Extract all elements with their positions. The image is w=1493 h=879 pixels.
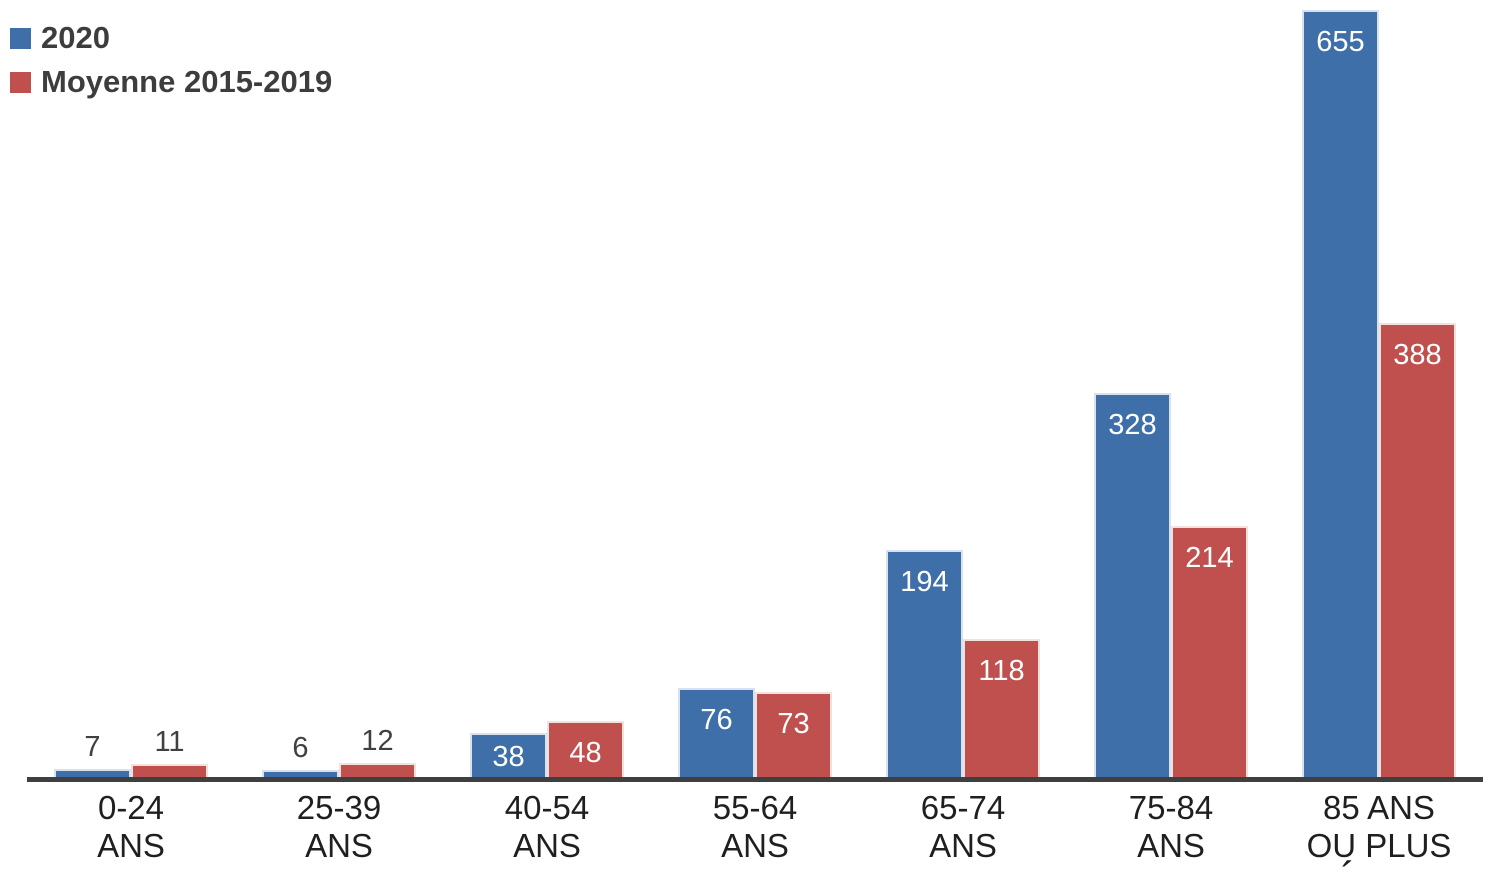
bar-2020-65-74-ans: 194 bbox=[886, 550, 963, 777]
bar-2020-0-24-ans: 7 bbox=[54, 733, 131, 777]
legend-item-2020: 2020 bbox=[10, 16, 332, 60]
bar-2020-55-64-ans: 76 bbox=[678, 688, 755, 777]
category-label: 65-74 ANS bbox=[859, 789, 1067, 865]
category-label-line: ANS bbox=[305, 827, 373, 864]
data-label: 38 bbox=[492, 741, 525, 773]
category-group-0-24-ans: 7 11 0-24 ANS bbox=[27, 0, 235, 879]
bar-pair: 6 12 bbox=[235, 727, 443, 777]
category-label-line: ANS bbox=[97, 827, 165, 864]
legend-swatch-icon bbox=[10, 27, 31, 49]
category-label: 40-54 ANS bbox=[443, 789, 651, 865]
category-label: 0-24 ANS bbox=[27, 789, 235, 865]
data-label: 655 bbox=[1316, 26, 1365, 58]
category-label-line: OU PLUS bbox=[1306, 827, 1452, 864]
category-label-line: 25-39 bbox=[296, 789, 382, 826]
legend: 2020 Moyenne 2015-2019 bbox=[10, 16, 332, 104]
category-label-line: 40-54 bbox=[504, 789, 590, 826]
category-label-line: ANS bbox=[929, 827, 997, 864]
category-label: 75-84 ANS bbox=[1067, 789, 1275, 865]
data-label: 48 bbox=[569, 737, 602, 769]
bar-moyenne-2015-2019-55-64-ans: 73 bbox=[755, 692, 832, 777]
category-label-line: 85 ANS bbox=[1323, 789, 1435, 826]
legend-item-label: 2020 bbox=[41, 20, 110, 55]
x-axis-line bbox=[27, 777, 1483, 782]
bar-2020-75-84-ans: 328 bbox=[1094, 393, 1171, 777]
data-label: 118 bbox=[978, 655, 1025, 687]
data-label: 76 bbox=[700, 704, 733, 736]
bar-pair: 38 48 bbox=[443, 721, 651, 777]
bar-pair: 76 73 bbox=[651, 688, 859, 777]
legend-item-label: Moyenne 2015-2019 bbox=[41, 64, 333, 99]
category-label-line: 55-64 bbox=[712, 789, 798, 826]
bar-pair: 7 11 bbox=[27, 728, 235, 777]
category-label-line: 65-74 bbox=[920, 789, 1006, 826]
bar-moyenne-2015-2019-85-ans-ou-plus: 388 bbox=[1379, 323, 1456, 777]
bar-moyenne-2015-2019-0-24-ans: 11 bbox=[131, 728, 208, 777]
category-label-line: ANS bbox=[1137, 827, 1205, 864]
category-label-line: ANS bbox=[513, 827, 581, 864]
category-label-line: ANS bbox=[721, 827, 789, 864]
bar-2020-25-39-ans: 6 bbox=[262, 734, 339, 777]
data-label: 388 bbox=[1393, 339, 1442, 371]
bar-2020-85-ans-ou-plus: 655 bbox=[1302, 10, 1379, 777]
legend-item-moyenne-2015-2019: Moyenne 2015-2019 bbox=[10, 60, 332, 104]
category-label-line: 75-84 bbox=[1128, 789, 1214, 826]
data-label: 73 bbox=[777, 708, 810, 740]
bar-pair: 328 214 bbox=[1067, 393, 1275, 777]
data-label: 214 bbox=[1185, 542, 1234, 574]
category-label: 85 ANS OU PLUS bbox=[1275, 789, 1483, 865]
category-group-65-74-ans: 194 118 65-74 ANS bbox=[859, 0, 1067, 879]
data-label: 12 bbox=[361, 725, 394, 757]
category-group-75-84-ans: 328 214 75-84 ANS bbox=[1067, 0, 1275, 879]
category-group-55-64-ans: 76 73 55-64 ANS bbox=[651, 0, 859, 879]
bar-2020-40-54-ans: 38 bbox=[470, 733, 547, 777]
bar-moyenne-2015-2019-40-54-ans: 48 bbox=[547, 721, 624, 777]
data-label: 11 bbox=[154, 726, 185, 758]
data-label: 6 bbox=[292, 732, 309, 764]
data-label: 7 bbox=[84, 731, 101, 763]
bar-moyenne-2015-2019-65-74-ans: 118 bbox=[963, 639, 1040, 777]
bar-pair: 194 118 bbox=[859, 550, 1067, 777]
cutoff-accent-text: ´ bbox=[1341, 853, 1355, 879]
data-label: 328 bbox=[1108, 409, 1157, 441]
category-group-40-54-ans: 38 48 40-54 ANS bbox=[443, 0, 651, 879]
category-group-25-39-ans: 6 12 25-39 ANS bbox=[235, 0, 443, 879]
bar-moyenne-2015-2019-75-84-ans: 214 bbox=[1171, 526, 1248, 777]
category-group-85-ans-ou-plus: 655 388 85 ANS OU PLUS bbox=[1275, 0, 1483, 879]
bar-moyenne-2015-2019-25-39-ans: 12 bbox=[339, 727, 416, 777]
bar-pair: 655 388 bbox=[1275, 10, 1483, 777]
plot-area: 7 11 0-24 ANS 6 12 25-39 ANS 38 48 40-54 ANS 76 73 55-… bbox=[27, 0, 1483, 879]
category-label-line: 0-24 bbox=[97, 789, 165, 826]
category-label: 55-64 ANS bbox=[651, 789, 859, 865]
data-label: 194 bbox=[900, 566, 949, 598]
category-label: 25-39 ANS bbox=[235, 789, 443, 865]
legend-swatch-icon bbox=[10, 71, 31, 93]
